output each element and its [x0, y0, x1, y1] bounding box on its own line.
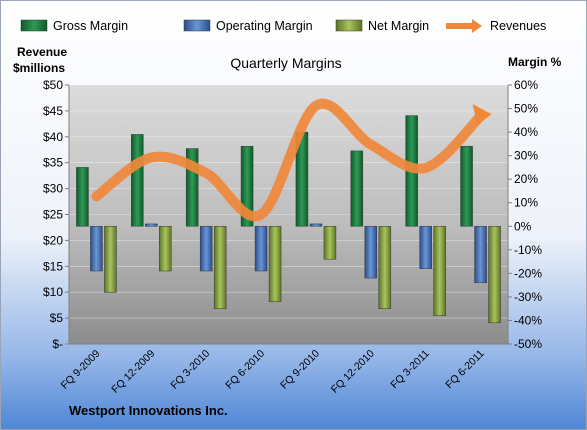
left-tick-label: $35 — [43, 156, 63, 170]
revenue-line-arrowhead — [472, 104, 492, 126]
left-tick-label: $20 — [43, 233, 63, 247]
revenue-line — [91, 98, 492, 222]
category-label: FQ 6-2010 — [223, 348, 267, 392]
left-axis-label-line1: Revenue — [17, 45, 67, 59]
legend-swatch-revenues-arrow — [472, 19, 482, 33]
legend-label: Gross Margin — [53, 19, 128, 33]
left-tick-label: $30 — [43, 182, 63, 196]
chart-title: Quarterly Margins — [230, 55, 341, 71]
legend-swatch-gross-margin — [20, 19, 48, 32]
bar-operating-margin — [145, 223, 158, 227]
category-label: FQ 3-2010 — [168, 348, 212, 392]
bar-operating-margin — [90, 226, 103, 272]
bar-gross-margin — [460, 145, 473, 227]
left-tick-label: $15 — [43, 259, 63, 273]
bar-gross-margin — [350, 150, 364, 227]
right-tick-label: 0% — [514, 219, 532, 233]
bar-gross-margin — [131, 134, 144, 227]
category-label: FQ 9-2009 — [59, 348, 103, 392]
right-tick-label: -20% — [514, 266, 542, 280]
left-tick-label: $- — [52, 337, 63, 351]
left-tick-label: $10 — [43, 285, 63, 299]
bar-net-margin — [213, 226, 227, 309]
legend-label: Operating Margin — [216, 19, 313, 33]
bar-net-margin — [268, 226, 282, 302]
bar-operating-margin — [474, 226, 487, 284]
bar-operating-margin — [419, 226, 432, 269]
left-tick-label: $50 — [43, 78, 63, 92]
bar-operating-margin — [364, 226, 378, 279]
right-tick-label: -40% — [514, 313, 542, 327]
right-tick-label: -30% — [514, 290, 542, 304]
left-tick-label: $5 — [50, 311, 64, 325]
legend-label: Revenues — [490, 19, 546, 33]
bar-net-margin — [104, 226, 117, 293]
right-tick-label: 50% — [514, 102, 538, 116]
category-label: FQ 3-2011 — [388, 348, 432, 392]
bar-operating-margin — [254, 226, 268, 272]
bar-net-margin — [433, 226, 446, 316]
right-axis-ticks: -50% -40% -30% -20% -10% 0% 10% 20% 30% 40% 50% 60% — [508, 78, 542, 351]
left-axis-label-line2: $millions — [13, 61, 65, 75]
bar-net-margin — [159, 226, 172, 272]
bar-net-margin — [323, 226, 337, 260]
right-tick-label: 60% — [514, 78, 538, 92]
bar-operating-margin — [309, 223, 323, 227]
legend-swatch-operating-margin — [183, 19, 211, 32]
category-label: FQ 12-2010 — [329, 348, 377, 396]
right-tick-label: 10% — [514, 196, 538, 210]
bar-gross-margin — [76, 167, 89, 227]
left-tick-label: $40 — [43, 130, 63, 144]
right-tick-label: -50% — [514, 337, 542, 351]
bar-operating-margin — [199, 226, 213, 272]
right-tick-label: 30% — [514, 149, 538, 163]
legend: Gross Margin Operating Margin Net Margin Re… — [20, 19, 546, 33]
left-tick-label: $25 — [43, 208, 63, 222]
company-name: Westport Innovations Inc. — [69, 403, 228, 418]
category-label: FQ 6-2011 — [443, 348, 487, 392]
right-tick-label: 20% — [514, 172, 538, 186]
left-tick-label: $45 — [43, 104, 63, 118]
legend-swatch-net-margin — [335, 19, 363, 32]
category-label: FQ 12-2009 — [109, 348, 157, 396]
bar-net-margin — [378, 226, 392, 309]
category-labels: FQ 9-2009 FQ 12-2009 FQ 3-2010 FQ 6-2010 FQ … — [59, 348, 487, 396]
category-label: FQ 9-2010 — [278, 348, 322, 392]
revenue-line-path — [91, 98, 486, 222]
legend-label: Net Margin — [368, 19, 429, 33]
bar-net-margin — [488, 226, 501, 324]
left-axis-ticks: $- $5 $10 $15 $20 $25 $30 $35 $40 $45 $50 — [43, 78, 69, 351]
right-tick-label: 40% — [514, 125, 538, 139]
right-axis-label: Margin % — [508, 55, 562, 69]
right-tick-label: -10% — [514, 243, 542, 257]
